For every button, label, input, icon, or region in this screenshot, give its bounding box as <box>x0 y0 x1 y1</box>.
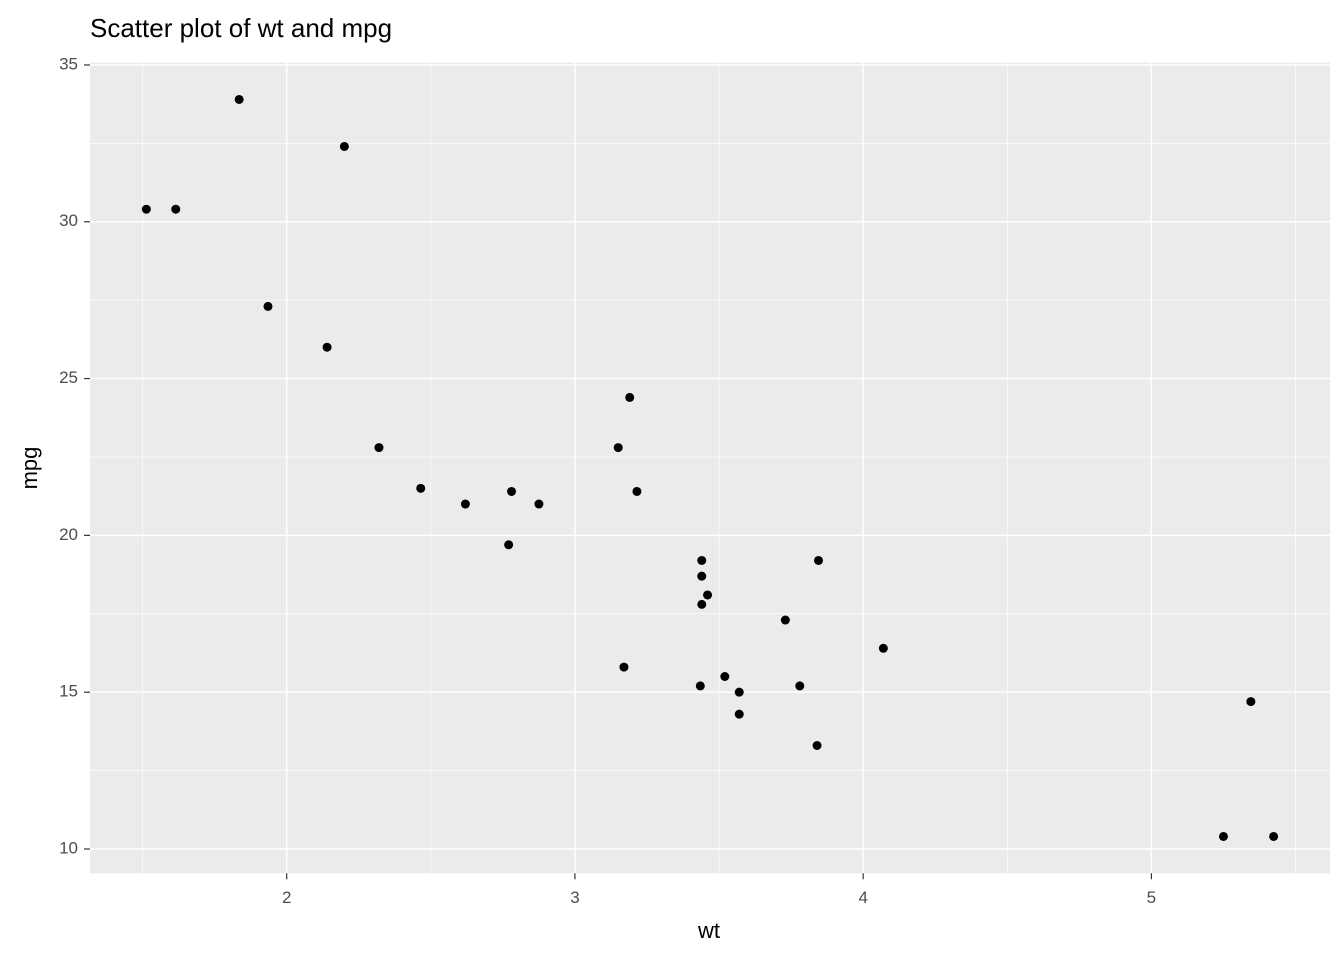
point <box>697 571 707 581</box>
point <box>1269 831 1279 841</box>
point <box>795 681 805 691</box>
x-axis-title: wt <box>697 918 720 943</box>
point <box>703 590 713 600</box>
point <box>1218 831 1228 841</box>
point <box>504 540 514 550</box>
y-tick-label: 30 <box>59 211 78 230</box>
y-tick-label: 20 <box>59 525 78 544</box>
point <box>613 443 623 453</box>
point <box>812 741 822 751</box>
x-tick-label: 2 <box>282 888 291 907</box>
y-tick-label: 15 <box>59 682 78 701</box>
point <box>625 392 635 402</box>
point <box>141 204 151 214</box>
point <box>697 599 707 609</box>
point <box>263 301 273 311</box>
point <box>697 555 707 565</box>
point <box>374 443 384 453</box>
point <box>878 643 888 653</box>
point <box>171 204 181 214</box>
point <box>507 486 517 496</box>
point <box>780 615 790 625</box>
x-tick-label: 5 <box>1147 888 1156 907</box>
y-tick-label: 35 <box>59 54 78 73</box>
point <box>720 672 730 682</box>
x-tick-label: 4 <box>858 888 867 907</box>
y-axis-title: mpg <box>17 447 42 490</box>
point <box>632 486 642 496</box>
point <box>322 342 332 352</box>
point <box>734 687 744 697</box>
panel-background <box>90 62 1330 874</box>
point <box>1246 697 1256 707</box>
y-tick-label: 25 <box>59 368 78 387</box>
x-tick-label: 3 <box>570 888 579 907</box>
point <box>416 483 426 493</box>
point <box>734 709 744 719</box>
point <box>339 141 349 151</box>
y-tick-label: 10 <box>59 838 78 857</box>
point <box>619 662 629 672</box>
point <box>534 499 544 509</box>
point <box>234 94 244 104</box>
point <box>460 499 470 509</box>
chart-title: Scatter plot of wt and mpg <box>90 13 392 43</box>
point <box>695 681 705 691</box>
point <box>814 555 824 565</box>
